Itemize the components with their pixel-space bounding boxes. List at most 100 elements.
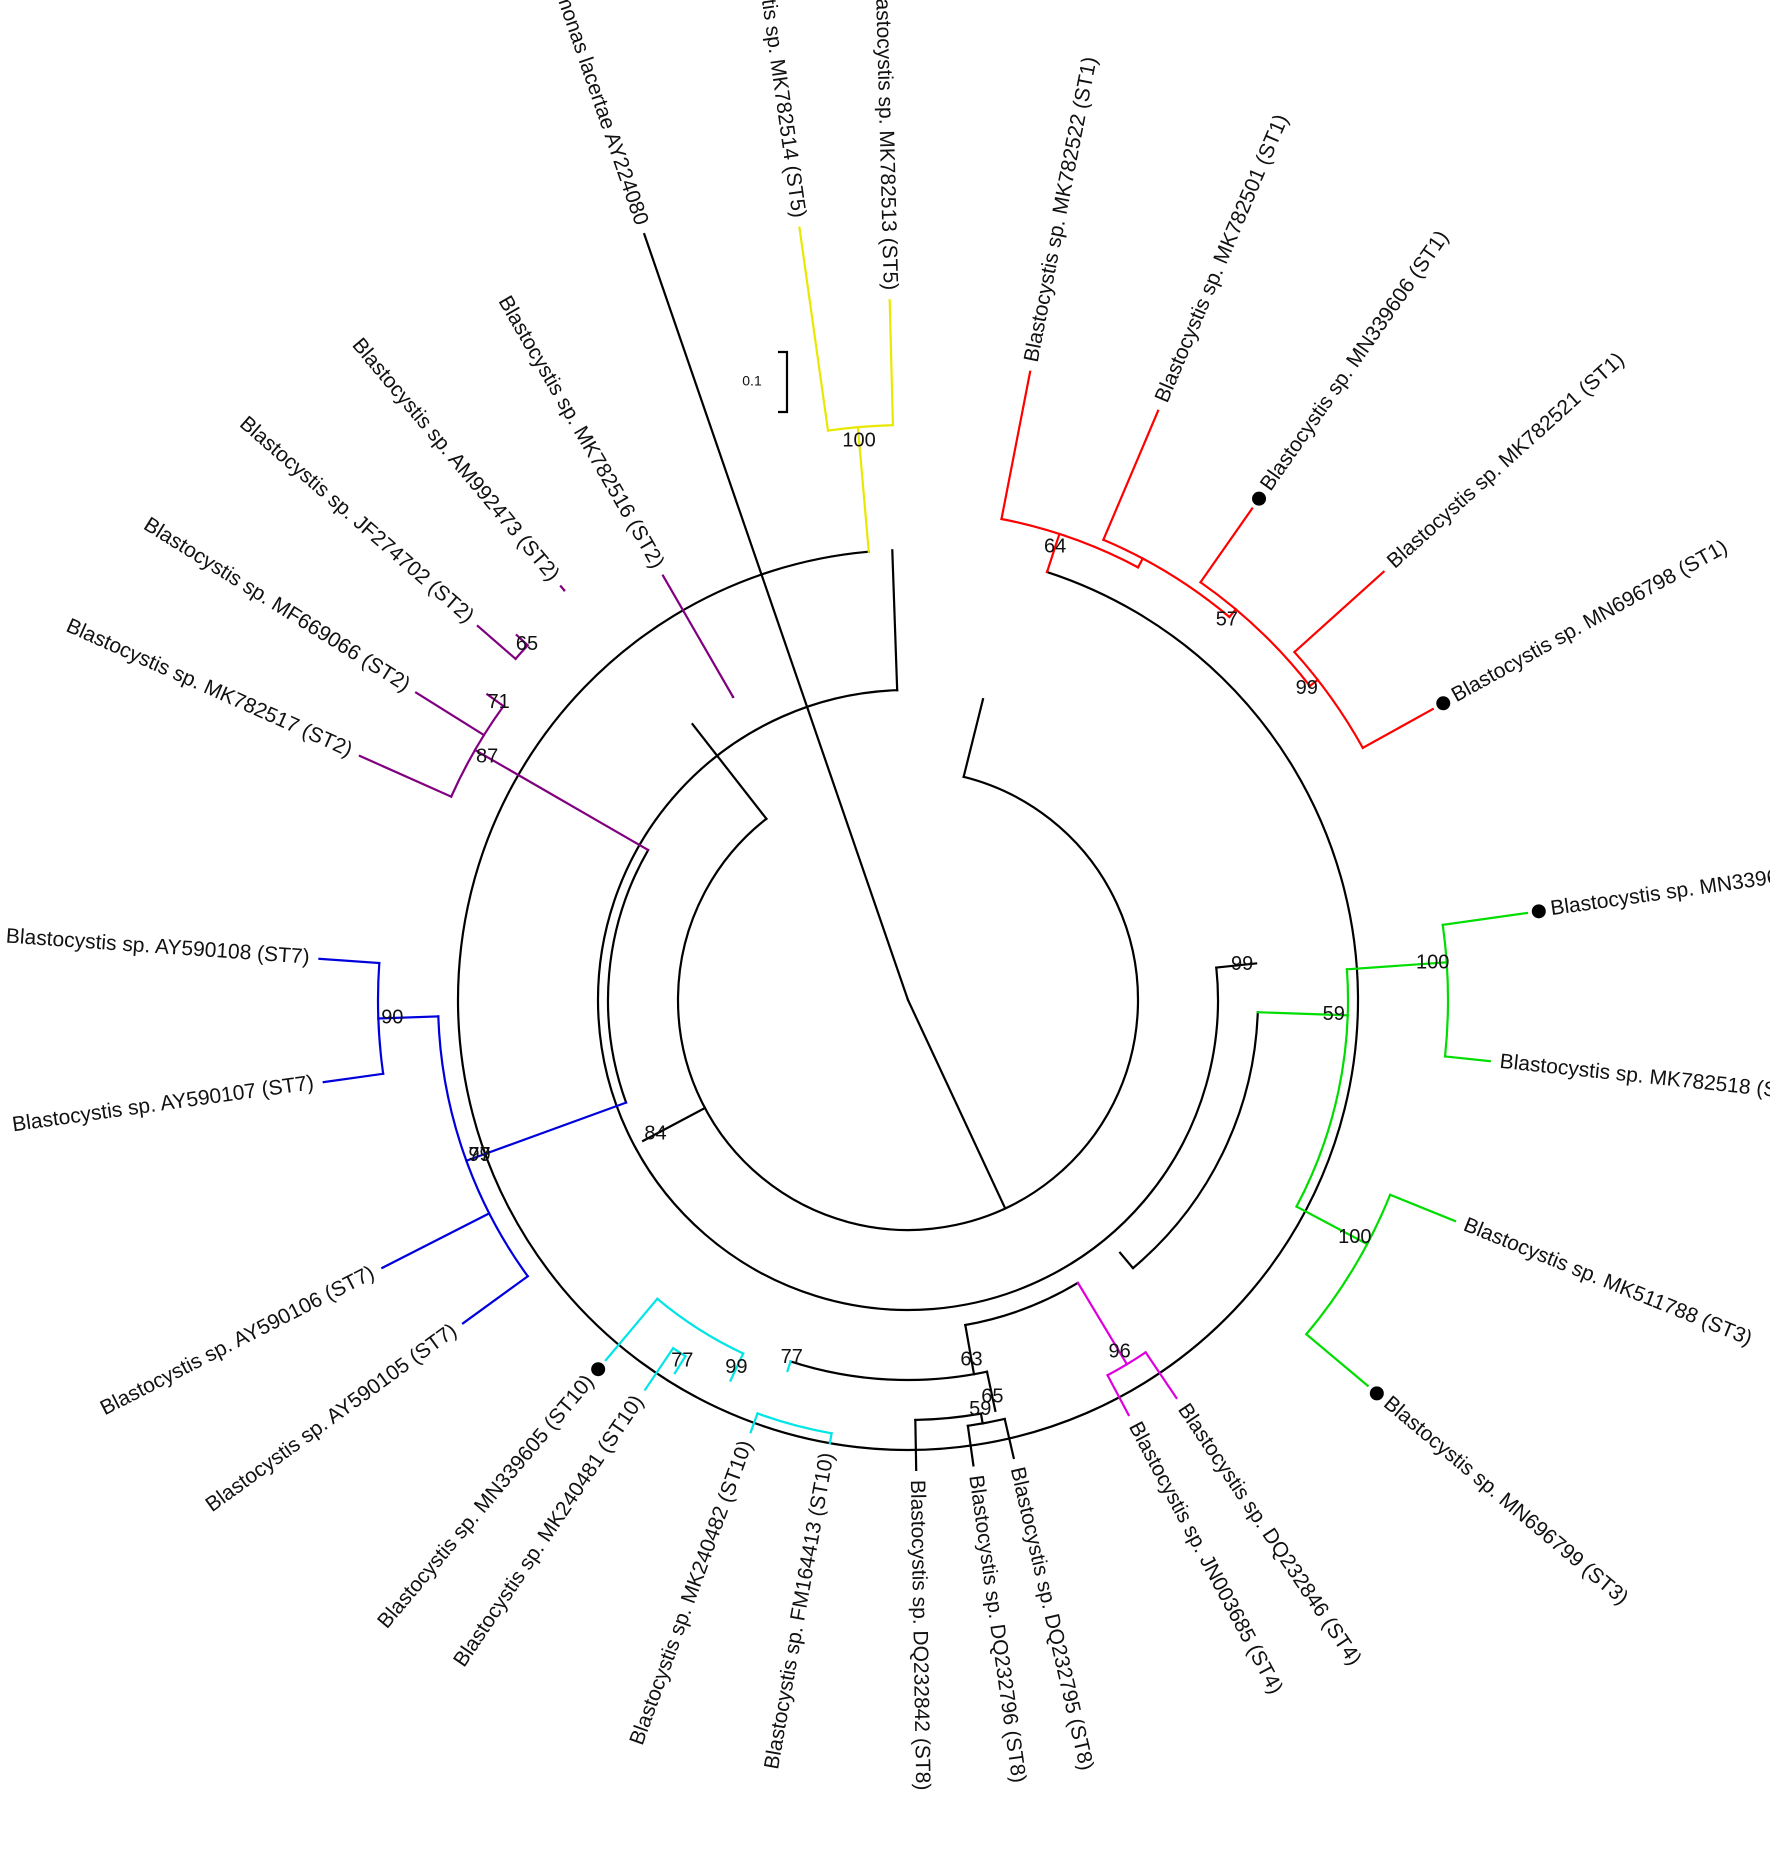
leaf-branch xyxy=(1304,1332,1370,1388)
taxon-label: Blastocystis sp. MK511788 (ST3) xyxy=(1460,1213,1755,1350)
bootstrap-value: 59 xyxy=(969,1398,991,1420)
internal-branch xyxy=(856,425,870,553)
clade-connector xyxy=(966,1417,1007,1428)
leaf-branch xyxy=(1292,570,1386,654)
internal-branch xyxy=(1118,1251,1135,1270)
taxon-label: Blastocystis sp. AY590106 (ST7) xyxy=(97,1261,379,1420)
leaf-branch xyxy=(914,1418,918,1472)
leaf-branch xyxy=(476,624,518,661)
internal-branch xyxy=(1295,1205,1369,1246)
taxon-label: Blastocystis sp. FM164413 (ST10) xyxy=(760,1451,838,1771)
scale-bar: 0.1 xyxy=(742,350,789,414)
clade-connector xyxy=(789,1360,989,1382)
clade-connector xyxy=(1000,517,1140,569)
internal-branch xyxy=(473,748,650,852)
bootstrap-value: 77 xyxy=(468,1144,490,1166)
taxon-label: Blastocystis sp. MK782521 (ST1) xyxy=(1383,348,1629,573)
internal-branch xyxy=(891,549,899,692)
tree-branches xyxy=(318,226,1529,1472)
internal-branch xyxy=(985,1370,997,1413)
internal-branch xyxy=(729,1351,745,1383)
internal-branch xyxy=(485,692,506,708)
leaf-branch xyxy=(318,957,381,965)
clade-connector xyxy=(676,775,1140,1232)
bootstrap-value: 90 xyxy=(381,1006,403,1028)
leaf-branch xyxy=(1388,1193,1457,1223)
internal-branch xyxy=(1308,678,1320,688)
leaf-branch xyxy=(798,226,830,432)
clade-connector xyxy=(1198,580,1312,688)
internal-branch xyxy=(641,1106,707,1143)
clade-connector xyxy=(964,1281,1080,1327)
bootstrap-value: 63 xyxy=(960,1349,982,1371)
bootstrap-value: 99 xyxy=(1231,953,1253,975)
bootstrap-value: 100 xyxy=(1416,952,1449,974)
leaf-branch xyxy=(322,1072,385,1084)
taxon-label: Blastocystis sp. MK782513 (ST5) xyxy=(871,0,902,291)
leaf-branch xyxy=(358,754,453,799)
clade-connector xyxy=(606,848,650,1105)
leaf-branch xyxy=(1144,1350,1178,1400)
clade-connector xyxy=(756,1412,833,1435)
leaf-branch xyxy=(1106,1373,1131,1417)
internal-branch xyxy=(1256,1011,1349,1017)
internal-branch xyxy=(673,1354,687,1375)
bootstrap-value: 71 xyxy=(488,691,510,713)
leaf-branch xyxy=(604,1297,659,1362)
internal-branch xyxy=(464,1101,628,1163)
leaf-branch xyxy=(1361,707,1435,750)
clade-connector xyxy=(456,550,1360,1452)
highlight-dot-icon xyxy=(1531,904,1546,919)
leaf-branch xyxy=(1000,370,1032,521)
bootstrap-value: 59 xyxy=(1323,1003,1345,1025)
bootstrap-value: 84 xyxy=(644,1123,666,1145)
clade-connector xyxy=(596,689,1220,1312)
internal-branch xyxy=(979,1412,984,1425)
leaf-branch xyxy=(1198,506,1254,584)
internal-branch xyxy=(1045,532,1061,574)
bootstrap-value: 57 xyxy=(1216,608,1238,630)
taxon-label: Blastocystis sp. MK782501 (ST1) xyxy=(1151,111,1293,406)
leaf-branch xyxy=(1003,1417,1016,1460)
clade-connector xyxy=(1441,923,1450,1058)
clade-connector xyxy=(437,1015,530,1278)
leaf-branch xyxy=(559,584,566,592)
taxon-label: Blastocystis sp. MN339606 (ST1) xyxy=(1256,226,1454,494)
taxon-label: Blastocystis sp. MN696799 (ST3) xyxy=(1379,1392,1633,1610)
bootstrap-value: 99 xyxy=(468,1144,490,1166)
taxon-label: Blastocystis sp. MN339604 (ST3) xyxy=(1549,854,1770,920)
clade-connector xyxy=(1304,1193,1392,1336)
leaf-branch xyxy=(1101,409,1160,542)
leaf-branch xyxy=(888,299,895,427)
taxon-label: Blastocystis sp. MN696798 (ST1) xyxy=(1448,536,1732,707)
highlight-dot-icon xyxy=(1369,1386,1384,1401)
taxon-label: Blastocystis sp. MK782522 (ST1) xyxy=(1020,55,1102,364)
clade-connector xyxy=(655,1297,745,1355)
bootstrap-value: 99 xyxy=(725,1356,747,1378)
internal-branch xyxy=(1076,1281,1129,1366)
leaf-labels: Blastocystis sp. MK782514 (ST5) Blastocys… xyxy=(5,0,1770,1791)
taxon-label: Blastocystis sp. DQ232842 (ST8) xyxy=(906,1480,934,1791)
taxon-label: Proteromonas lacertae AY224080 xyxy=(529,0,653,228)
clade-connector xyxy=(1131,1011,1259,1270)
scale-bar-label: 0.1 xyxy=(742,373,762,389)
bootstrap-value: 100 xyxy=(1338,1226,1371,1248)
internal-branch xyxy=(906,998,1007,1210)
internal-branch xyxy=(1215,962,1258,969)
taxon-label: Blastocystis sp. AY590107 (ST7) xyxy=(11,1071,316,1136)
highlight-dot-icon xyxy=(1436,696,1451,711)
taxon-label: Blastocystis sp. AY590108 (ST7) xyxy=(5,924,310,968)
internal-branch xyxy=(964,1323,976,1376)
bootstrap-value: 77 xyxy=(781,1346,803,1368)
leaf-branch xyxy=(661,574,735,699)
leaf-branch xyxy=(828,1432,833,1445)
bootstrap-value: 64 xyxy=(1044,536,1066,558)
highlight-dot-icon xyxy=(1252,491,1267,506)
leaf-branch xyxy=(414,691,486,737)
bootstrap-value: 65 xyxy=(981,1385,1003,1407)
clade-connector xyxy=(1101,538,1231,619)
internal-branch xyxy=(690,722,768,821)
internal-branch xyxy=(377,1015,440,1020)
internal-branch xyxy=(786,1360,792,1373)
